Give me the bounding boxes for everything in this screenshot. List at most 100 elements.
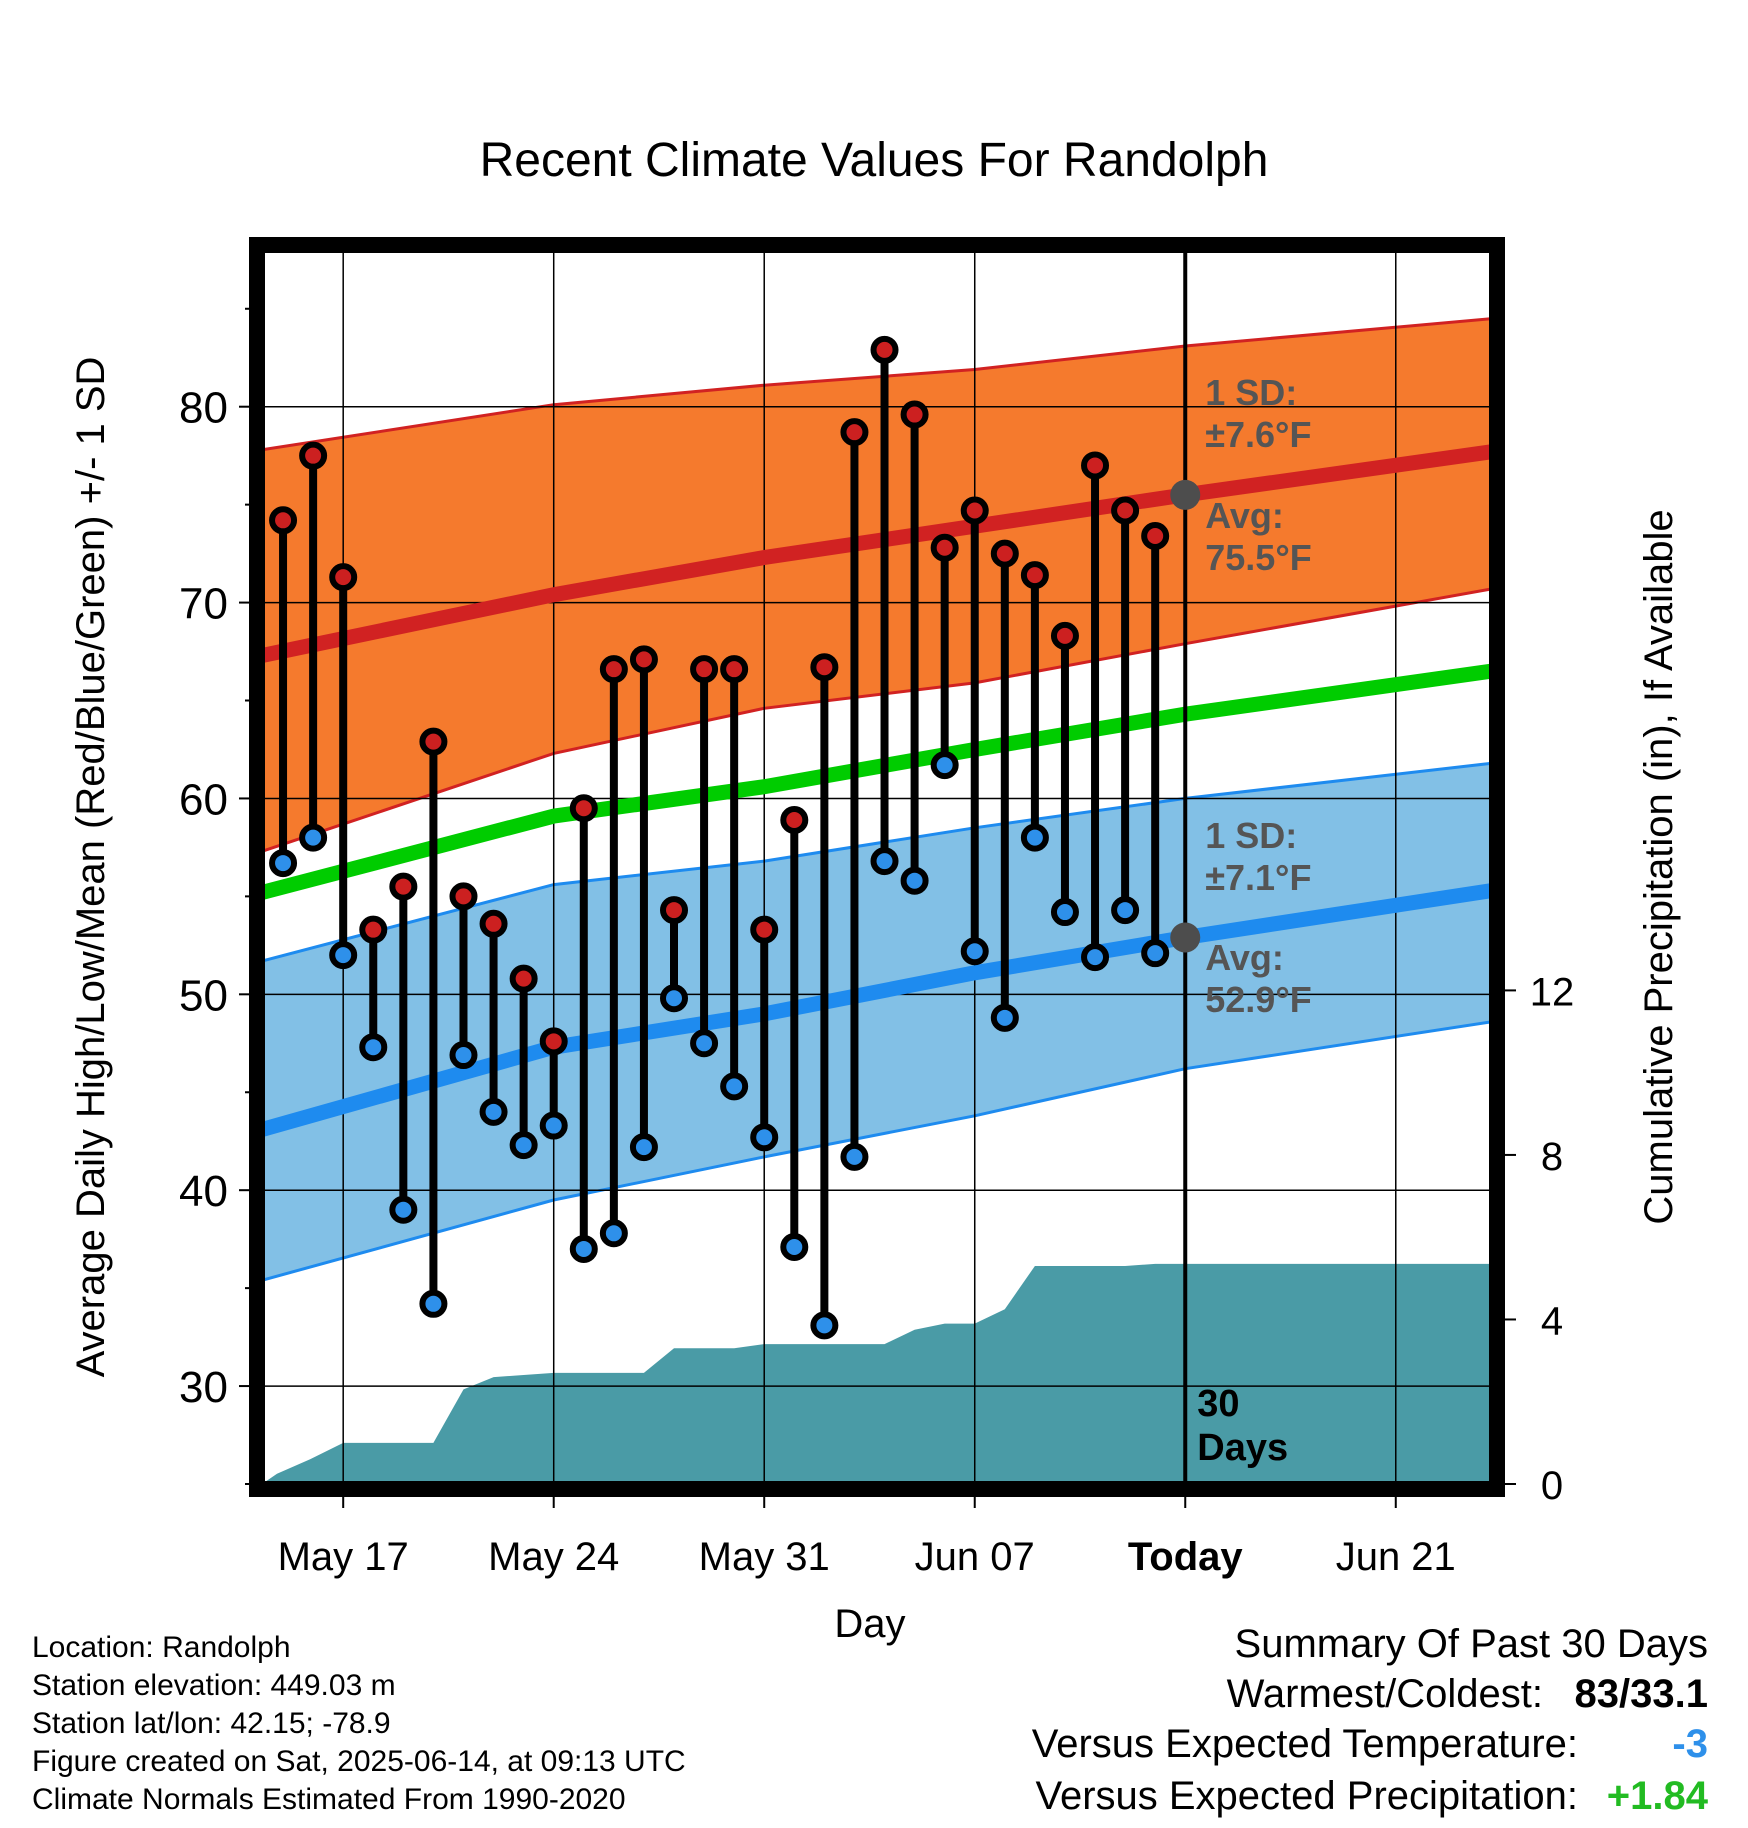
daily-low-point — [479, 1097, 508, 1126]
daily-high-point — [509, 964, 538, 993]
y-right-tick-label: 0 — [1541, 1464, 1563, 1508]
high-sd-annotation-line-2: ±7.6°F — [1205, 414, 1311, 455]
daily-high-point — [690, 655, 719, 684]
temp-value: -3 — [1672, 1722, 1708, 1766]
daily-high-point — [389, 872, 418, 901]
high-avg-annotation-line-1: Avg: — [1205, 495, 1284, 536]
high-sd-annotation-line-1: 1 SD: — [1205, 372, 1297, 413]
daily-high-point — [419, 727, 448, 756]
x-tick-label: May 31 — [699, 1535, 830, 1579]
daily-low-point — [269, 849, 298, 878]
summary-temp-row: Versus Expected Temperature: -3 — [0, 1722, 1748, 1772]
y-axis-label-left: Average Daily High/Low/Mean (Red/Blue/Gr… — [69, 357, 113, 1378]
precip-area — [262, 1263, 1492, 1484]
daily-high-point — [1020, 561, 1049, 590]
station-info: Location: Randolph Station elevation: 44… — [32, 1629, 686, 1819]
y-tick-label: 40 — [179, 1167, 228, 1216]
daily-high-point — [629, 645, 658, 674]
y-right-tick-label: 4 — [1541, 1299, 1563, 1343]
latlon-text: Station lat/lon: 42.15; -78.9 — [32, 1707, 391, 1740]
temp-label: Versus Expected Temperature: — [1031, 1722, 1578, 1766]
low-plus-sd-line — [262, 761, 1492, 963]
y-tick-label: 80 — [179, 384, 228, 433]
daily-high-point — [780, 805, 809, 834]
today-high-avg-marker — [1170, 479, 1201, 510]
daily-high-point — [660, 896, 689, 925]
high-avg-annotation-line-2: 75.5°F — [1205, 537, 1311, 578]
elevation-text: Station elevation: 449.03 m — [32, 1669, 396, 1702]
daily-low-point — [329, 941, 358, 970]
daily-low-point — [720, 1072, 749, 1101]
daily-high-point — [1111, 496, 1140, 525]
x-tick-label: May 17 — [278, 1535, 409, 1579]
daily-high-point — [1141, 521, 1170, 550]
x-tick-label: Jun 21 — [1336, 1535, 1456, 1579]
summary-warmest-row: Warmest/Coldest: 83/33.1 — [0, 1672, 1748, 1722]
chart-title: Recent Climate Values For Randolph — [479, 134, 1269, 187]
y-right-tick-label: 8 — [1541, 1135, 1563, 1179]
y-tick-label: 70 — [179, 580, 228, 629]
y-tick-label: 50 — [179, 971, 228, 1020]
daily-high-point — [449, 882, 478, 911]
location-text: Location: Randolph — [32, 1631, 291, 1664]
daily-low-point — [419, 1289, 448, 1318]
daily-high-point — [1050, 621, 1079, 650]
today-days-annotation-line-2: Days — [1197, 1427, 1288, 1469]
daily-low-point — [930, 751, 959, 780]
y-axis-label-right: Cumulative Precipitation (in), If Availa… — [1637, 509, 1681, 1224]
daily-low-point — [359, 1033, 388, 1062]
low-sd-annotation-line-1: 1 SD: — [1205, 815, 1297, 856]
low-mean-line — [262, 883, 1492, 1137]
daily-low-point — [599, 1219, 628, 1248]
high-mean-line — [262, 444, 1492, 663]
x-tick-label: May 24 — [488, 1535, 619, 1579]
low-sd-annotation-line-2: ±7.1°F — [1205, 857, 1311, 898]
today-days-annotation-line-1: 30 — [1197, 1383, 1239, 1425]
daily-low-point — [539, 1111, 568, 1140]
daily-high-point — [810, 653, 839, 682]
y-tick-label: 30 — [179, 1363, 228, 1412]
summary-title: Summary Of Past 30 Days — [1234, 1622, 1708, 1666]
daily-low-point — [1141, 939, 1170, 968]
daily-high-point — [1081, 451, 1110, 480]
daily-high-point — [329, 563, 358, 592]
daily-high-point — [269, 506, 298, 535]
daily-low-point — [629, 1133, 658, 1162]
x-tick-label: Today — [1128, 1535, 1244, 1579]
daily-high-point — [299, 441, 328, 470]
daily-high-point — [990, 539, 1019, 568]
x-tick-label: Jun 07 — [915, 1535, 1035, 1579]
daily-low-point — [509, 1131, 538, 1160]
daily-high-point — [479, 909, 508, 938]
high-minus-sd-line — [262, 587, 1492, 853]
daily-low-point — [299, 823, 328, 852]
daily-high-point — [840, 418, 869, 447]
daily-low-point — [1050, 898, 1079, 927]
daily-low-point — [449, 1041, 478, 1070]
summary-precip-row: Versus Expected Precipitation: +1.84 — [0, 1774, 1748, 1824]
daily-low-point — [660, 984, 689, 1013]
daily-high-point — [750, 915, 779, 944]
plot-frame — [249, 237, 1505, 1497]
x-axis-label: Day — [834, 1602, 906, 1646]
daily-high-point — [599, 655, 628, 684]
daily-low-point — [840, 1142, 869, 1171]
daily-low-point — [1020, 823, 1049, 852]
daily-low-point — [780, 1232, 809, 1261]
daily-low-point — [750, 1123, 779, 1152]
daily-low-point — [1111, 896, 1140, 925]
low-avg-annotation-line-1: Avg: — [1205, 937, 1284, 978]
daily-low-point — [1081, 943, 1110, 972]
daily-high-point — [539, 1027, 568, 1056]
mean-line — [262, 663, 1492, 900]
today-low-avg-marker — [1170, 922, 1201, 953]
daily-high-point — [960, 496, 989, 525]
y-tick-label: 60 — [179, 775, 228, 824]
daily-low-point — [810, 1311, 839, 1340]
daily-high-point — [930, 533, 959, 562]
daily-low-point — [690, 1029, 719, 1058]
low-minus-sd-line — [262, 1020, 1492, 1282]
